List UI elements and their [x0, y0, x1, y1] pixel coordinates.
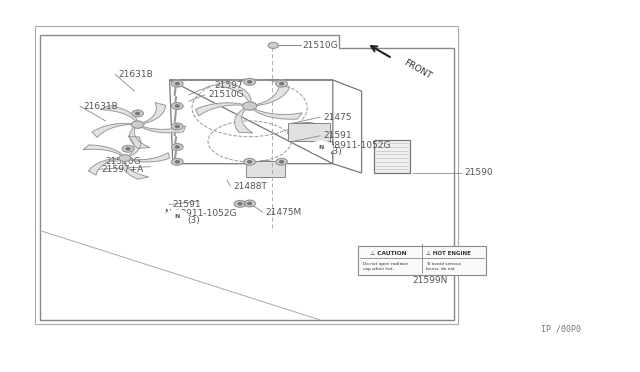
Text: 21510G: 21510G	[208, 90, 244, 99]
Circle shape	[175, 83, 179, 85]
Polygon shape	[122, 158, 148, 179]
Circle shape	[248, 81, 252, 83]
Text: Do not open radiator: Do not open radiator	[364, 262, 409, 266]
Circle shape	[248, 202, 252, 205]
Text: ⚠ CAUTION: ⚠ CAUTION	[370, 251, 406, 256]
Circle shape	[280, 83, 284, 85]
Text: 21510G: 21510G	[303, 41, 339, 50]
Circle shape	[132, 110, 143, 117]
Circle shape	[131, 121, 144, 128]
Polygon shape	[129, 125, 150, 148]
Circle shape	[172, 103, 183, 109]
Text: FRONT: FRONT	[402, 58, 433, 81]
Circle shape	[175, 125, 179, 128]
Polygon shape	[250, 106, 302, 119]
Circle shape	[175, 105, 179, 107]
Circle shape	[234, 201, 246, 207]
Polygon shape	[196, 103, 250, 116]
Text: 21631B: 21631B	[118, 70, 153, 79]
Polygon shape	[100, 106, 138, 125]
Circle shape	[172, 144, 183, 150]
Circle shape	[136, 112, 140, 115]
Circle shape	[268, 42, 278, 48]
Text: 21510G: 21510G	[106, 157, 141, 166]
Circle shape	[165, 210, 188, 223]
Text: To avoid serious: To avoid serious	[426, 262, 461, 266]
Circle shape	[248, 161, 252, 163]
Text: 21590: 21590	[464, 169, 493, 177]
Polygon shape	[125, 153, 170, 162]
Ellipse shape	[248, 161, 283, 178]
Text: ⚠ HOT ENGINE: ⚠ HOT ENGINE	[426, 251, 470, 256]
Polygon shape	[83, 145, 125, 158]
Text: (3): (3)	[330, 147, 342, 156]
Circle shape	[244, 200, 255, 207]
Circle shape	[172, 123, 183, 130]
Text: 21597+A: 21597+A	[101, 165, 143, 174]
Polygon shape	[92, 124, 138, 137]
Bar	[35, 26, 458, 324]
Text: 21475: 21475	[323, 113, 352, 122]
Circle shape	[276, 80, 287, 87]
Text: IP /00P0: IP /00P0	[541, 325, 581, 334]
Circle shape	[172, 80, 183, 87]
Polygon shape	[40, 35, 454, 320]
Text: 21597: 21597	[214, 81, 243, 90]
Bar	[246, 161, 285, 177]
Circle shape	[172, 158, 183, 165]
Circle shape	[244, 158, 255, 165]
FancyBboxPatch shape	[358, 246, 486, 275]
Text: cap when hot.: cap when hot.	[364, 267, 394, 271]
Text: 21591: 21591	[323, 131, 352, 140]
Polygon shape	[250, 83, 289, 106]
Text: N 08911-1052G: N 08911-1052G	[165, 209, 237, 218]
Ellipse shape	[288, 123, 326, 141]
Circle shape	[175, 161, 179, 163]
Text: (3): (3)	[188, 216, 200, 225]
Circle shape	[175, 146, 179, 148]
Text: N 08911-1052G: N 08911-1052G	[319, 141, 390, 150]
Polygon shape	[138, 103, 166, 125]
Text: 21488T: 21488T	[234, 182, 268, 190]
Circle shape	[119, 155, 131, 161]
Bar	[374, 140, 410, 173]
Polygon shape	[235, 106, 253, 133]
Circle shape	[126, 148, 130, 150]
Circle shape	[243, 102, 257, 110]
Polygon shape	[215, 82, 251, 106]
Circle shape	[238, 203, 242, 205]
Text: N: N	[319, 145, 324, 150]
Circle shape	[122, 145, 134, 152]
Text: 21599N: 21599N	[413, 276, 448, 285]
Circle shape	[280, 161, 284, 163]
Polygon shape	[125, 136, 141, 158]
Polygon shape	[88, 158, 125, 175]
Bar	[288, 123, 330, 141]
Text: 21475M: 21475M	[266, 208, 302, 217]
Text: 21631B: 21631B	[83, 102, 118, 110]
Text: N: N	[174, 214, 179, 219]
Circle shape	[276, 158, 287, 165]
Circle shape	[244, 78, 255, 85]
Circle shape	[310, 141, 333, 154]
Text: burns, do not: burns, do not	[426, 267, 454, 271]
Text: 21591: 21591	[173, 200, 202, 209]
Polygon shape	[138, 125, 186, 133]
